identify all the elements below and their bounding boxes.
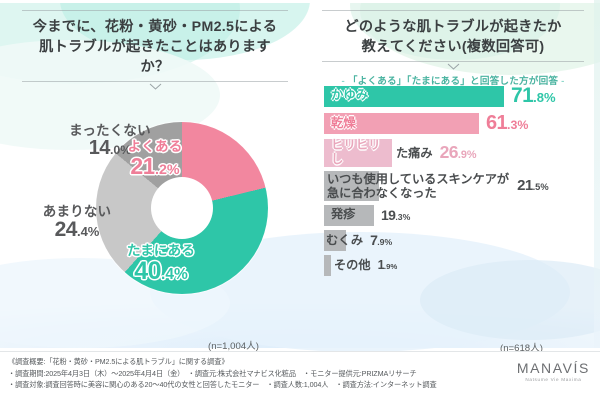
bar-label: かゆみ bbox=[331, 88, 369, 103]
right-panel-sublabel: - 「よくある」「たまにある」と回答した方が回答 - bbox=[322, 73, 584, 87]
bar-fill-hasshin: 発疹 bbox=[324, 204, 374, 226]
bar-value: 71.8% bbox=[511, 84, 556, 107]
footer-line-3: ・調査対象:調査回答時に美容に関心のある20〜40代の女性と回答したモニター ・… bbox=[8, 380, 437, 390]
pie-label-yokuaru: よくある 21.2% bbox=[112, 139, 198, 180]
right-chart-sample-size: (n=618人) bbox=[500, 343, 543, 354]
sublabel-dash-right: - bbox=[561, 76, 565, 88]
bar-fill-mukumi bbox=[324, 229, 346, 251]
right-panel-header: どのような肌トラブルが起きたか 教えてください(複数回答可) - 「よくある」「… bbox=[322, 10, 584, 87]
header-rule-bottom bbox=[322, 61, 584, 63]
bar-label-overflow: た痛み bbox=[396, 145, 433, 160]
bar-row: いつも使用しているスキンケアが 急に合わなくなった 21.5% bbox=[324, 170, 586, 201]
bar-label: いつも使用しているスキンケアが 急に合わなくなった bbox=[327, 171, 510, 200]
bar-label: 乾燥 bbox=[331, 115, 356, 130]
bar-label: ヒリヒリし bbox=[331, 138, 381, 166]
bar-row: むくみ 7.9% bbox=[324, 229, 586, 251]
bar-row: その他 1.9% bbox=[324, 254, 586, 276]
bar-value: 26.9% bbox=[439, 142, 477, 163]
brand-logo: MANAVÍS Natsume Vie Maxima bbox=[517, 360, 590, 382]
decor-blob-blue-bottomright bbox=[420, 260, 600, 340]
chevron-down-icon bbox=[447, 63, 459, 70]
bar-row: 発疹 19.3% bbox=[324, 204, 586, 226]
bar-value: 1.9% bbox=[377, 258, 398, 273]
pie-label-value: 24.4% bbox=[54, 218, 100, 242]
bar-value: 7.9% bbox=[370, 232, 393, 249]
footer-line-2: ・調査期間:2025年4月3日（木）〜2025年4月4日（金） ・調査元:株式会… bbox=[8, 368, 417, 378]
decor-top-line bbox=[0, 0, 600, 3]
pie-label-name: まったくない bbox=[69, 123, 151, 138]
bar-row: ヒリヒリし た痛み 26.9% bbox=[324, 138, 586, 167]
bar-value: 19.3% bbox=[381, 207, 411, 224]
header-rule-top bbox=[22, 10, 288, 11]
right-panel-title: どのような肌トラブルが起きたか 教えてください(複数回答可) bbox=[344, 19, 562, 56]
header-rule-bottom bbox=[22, 81, 288, 83]
pie-label-amarinai: あまりない 24.4% bbox=[34, 204, 120, 242]
bar-fill-kansou: 乾燥 bbox=[324, 113, 479, 134]
pie-chart bbox=[96, 122, 268, 294]
bar-fill-hirihiri: ヒリヒリし bbox=[324, 138, 392, 167]
bar-value: 21.5% bbox=[517, 177, 549, 195]
brand-logo-text: MANAVÍS bbox=[516, 360, 590, 376]
header-rule-top bbox=[322, 10, 584, 11]
pie-label-value: 14.0% bbox=[88, 137, 132, 160]
pie-label-name: たまにある bbox=[126, 243, 196, 258]
bar-label: 発疹 bbox=[331, 207, 356, 222]
footer-line-1: 《調査概要:「花粉・黄砂・PM2.5による肌トラブル」に関する調査》 bbox=[8, 357, 229, 366]
sublabel-dash-left: - bbox=[341, 76, 345, 88]
bar-fill-kayumi: かゆみ bbox=[324, 85, 504, 107]
brand-logo-subtext: Natsume Vie Maxima bbox=[525, 377, 582, 382]
pie-label-tamaniaru: たまにある 40.4% bbox=[106, 243, 216, 286]
bar-label: むくみ bbox=[326, 233, 364, 248]
bar-chart: かゆみ 71.8% 乾燥 61.3% ヒリヒリし た痛み 26.9% いつも使用… bbox=[324, 84, 586, 280]
pie-chart-hole bbox=[151, 177, 213, 239]
bar-fill-sonota bbox=[324, 254, 331, 276]
bar-row: かゆみ 71.8% bbox=[324, 84, 586, 108]
left-chart-sample-size: (n=1,004人) bbox=[208, 341, 259, 352]
left-panel-header: 今までに、花粉・黄砂・PM2.5による 肌トラブルが起きたことはありますか？ bbox=[22, 10, 288, 91]
pie-label-name: よくある bbox=[127, 139, 183, 154]
bar-label: その他 bbox=[334, 258, 371, 273]
bar-value: 61.3% bbox=[486, 112, 529, 134]
chevron-down-icon bbox=[149, 84, 161, 91]
decor-right-edge bbox=[594, 0, 600, 348]
bar-fill-skincare bbox=[324, 170, 379, 201]
bar-row: 乾燥 61.3% bbox=[324, 112, 586, 135]
pie-label-name: あまりない bbox=[42, 204, 112, 219]
pie-label-value: 21.2% bbox=[130, 153, 180, 180]
footer: 《調査概要:「花粉・黄砂・PM2.5による肌トラブル」に関する調査》 ・調査期間… bbox=[0, 351, 600, 400]
pie-label-value: 40.4% bbox=[134, 257, 188, 286]
left-panel-title: 今までに、花粉・黄砂・PM2.5による 肌トラブルが起きたことはありますか？ bbox=[32, 19, 278, 76]
sublabel-text: 「よくある」「たまにある」と回答した方が回答 bbox=[347, 76, 559, 88]
pie-label-mattakunai: まったくない 14.0% bbox=[58, 123, 162, 160]
